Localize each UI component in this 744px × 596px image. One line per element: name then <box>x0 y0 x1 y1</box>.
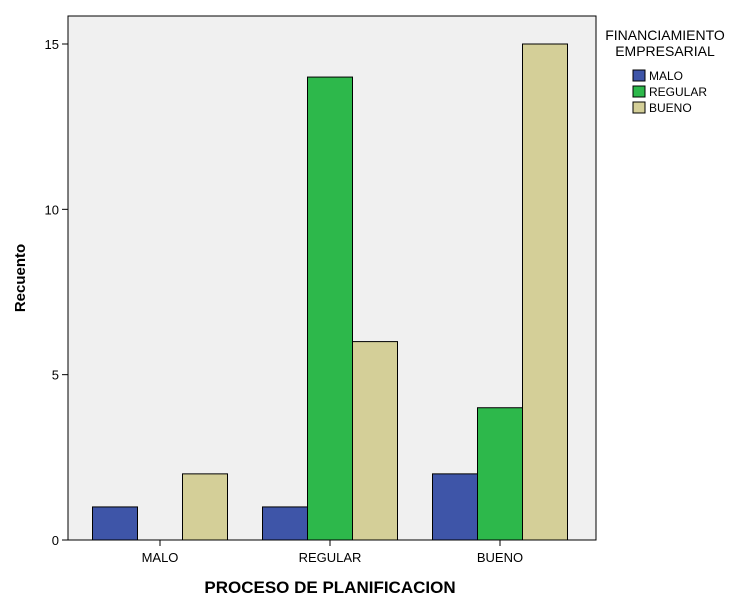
y-axis: 0 5 10 15 <box>45 37 68 548</box>
legend-label-regular: REGULAR <box>649 85 707 99</box>
y-axis-label: Recuento <box>12 244 29 312</box>
bar-regular-bueno <box>477 407 523 541</box>
legend-label-malo: MALO <box>649 69 683 83</box>
y-tick-label: 0 <box>52 533 59 548</box>
bar-bueno-malo <box>182 473 228 541</box>
bar-bueno-regular <box>352 341 398 541</box>
y-tick-label: 15 <box>45 37 59 52</box>
bar-bueno-bueno <box>522 43 568 541</box>
legend-label-bueno: BUENO <box>649 101 692 115</box>
legend-swatch-malo <box>632 69 646 82</box>
legend-swatch-bueno <box>632 101 646 114</box>
x-tick-label: REGULAR <box>299 550 362 565</box>
bar-malo-bueno <box>432 473 478 541</box>
bar-regular-regular <box>307 76 353 541</box>
x-axis-label: PROCESO DE PLANIFICACION <box>204 578 455 596</box>
legend-swatch-regular <box>632 85 646 98</box>
legend-title-line-2: EMPRESARIAL <box>615 43 715 59</box>
x-tick-label: BUENO <box>477 550 523 565</box>
x-tick-label: MALO <box>142 550 179 565</box>
bar-malo-regular <box>262 506 308 541</box>
legend: FINANCIAMIENTO EMPRESARIAL MALO REGULAR BU… <box>605 27 725 115</box>
x-axis: MALO REGULAR BUENO <box>142 540 523 565</box>
legend-title-line-1: FINANCIAMIENTO <box>605 27 725 43</box>
bar-malo-malo <box>92 506 138 541</box>
bars-group <box>92 43 568 541</box>
y-tick-label: 10 <box>45 202 59 217</box>
y-tick-label: 5 <box>52 368 59 383</box>
